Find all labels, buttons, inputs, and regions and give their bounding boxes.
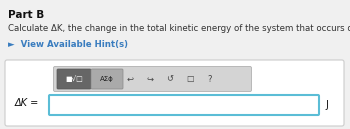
Text: AΣϕ: AΣϕ — [100, 76, 114, 82]
FancyBboxPatch shape — [57, 69, 91, 89]
FancyBboxPatch shape — [5, 60, 344, 126]
FancyBboxPatch shape — [49, 95, 319, 115]
Text: ↪: ↪ — [147, 75, 154, 83]
Text: ☐: ☐ — [186, 75, 194, 83]
FancyBboxPatch shape — [91, 69, 123, 89]
Text: ?: ? — [208, 75, 212, 83]
Text: ►  View Available Hint(s): ► View Available Hint(s) — [8, 40, 128, 49]
Text: Part B: Part B — [8, 10, 44, 20]
Text: Calculate ΔK, the change in the total kinetic energy of the system that occurs d: Calculate ΔK, the change in the total ki… — [8, 24, 350, 33]
Text: ΔK =: ΔK = — [15, 98, 39, 108]
Text: J: J — [325, 100, 328, 110]
FancyBboxPatch shape — [54, 67, 252, 91]
Text: ■√□: ■√□ — [65, 76, 83, 82]
Text: ↺: ↺ — [167, 75, 174, 83]
Text: ↩: ↩ — [126, 75, 133, 83]
